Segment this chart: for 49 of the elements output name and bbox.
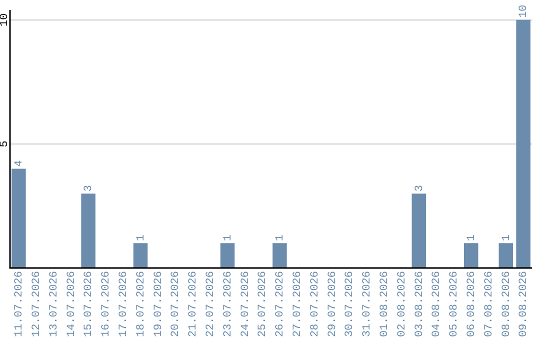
bar — [272, 243, 287, 268]
data-label: 3 — [414, 184, 426, 192]
data-label: 1 — [222, 234, 234, 242]
bar — [133, 243, 148, 268]
x-tick-label: 08.08.2026 — [500, 270, 513, 338]
x-tick-label: 16.07.2026 — [100, 270, 113, 338]
data-label: 10 — [518, 4, 530, 18]
x-tick-label: 12.07.2026 — [31, 270, 44, 338]
x-tick-label: 07.08.2026 — [483, 270, 496, 338]
data-label: 3 — [83, 184, 96, 192]
bar — [412, 194, 426, 268]
x-tick-label: 26.07.2026 — [274, 270, 287, 338]
x-tick-label: 27.07.2026 — [292, 270, 304, 338]
data-label: 1 — [274, 234, 287, 242]
bar — [220, 243, 235, 268]
x-tick-label: 02.08.2026 — [396, 270, 408, 338]
y-tick-label: 5 — [0, 140, 11, 148]
x-tick-label: 29.07.2026 — [326, 270, 339, 338]
x-tick-label: 11.07.2026 — [14, 270, 26, 338]
x-tick-label: 28.07.2026 — [309, 270, 322, 338]
x-tick-label: 22.07.2026 — [205, 270, 218, 338]
x-tick-label: 03.08.2026 — [414, 270, 426, 338]
x-tick-label: 17.07.2026 — [118, 270, 130, 338]
data-label: 1 — [500, 234, 513, 242]
x-tick-label: 04.08.2026 — [431, 270, 444, 338]
x-tick-label: 14.07.2026 — [66, 270, 78, 338]
data-label: 1 — [466, 234, 478, 242]
x-tick-label: 05.08.2026 — [448, 270, 461, 338]
data-label: 4 — [14, 160, 26, 167]
x-tick-label: 25.07.2026 — [257, 270, 270, 338]
x-tick-label: 09.08.2026 — [518, 270, 530, 338]
x-tick-label: 21.07.2026 — [188, 270, 200, 338]
x-tick-label: 31.07.2026 — [362, 270, 374, 338]
x-tick-label: 13.07.2026 — [48, 270, 60, 338]
bar — [464, 243, 478, 268]
x-tick-label: 20.07.2026 — [170, 270, 182, 338]
x-tick-label: 06.08.2026 — [466, 270, 478, 338]
x-tick-label: 24.07.2026 — [240, 270, 252, 338]
bar — [12, 168, 26, 268]
x-tick-label: 23.07.2026 — [222, 270, 234, 338]
bar — [516, 20, 530, 268]
x-tick-label: 18.07.2026 — [135, 270, 148, 338]
bar — [498, 243, 514, 268]
data-label: 1 — [135, 234, 148, 242]
x-tick-label: 19.07.2026 — [152, 270, 165, 338]
x-tick-label: 01.08.2026 — [379, 270, 392, 338]
x-tick-label: 30.07.2026 — [344, 270, 356, 338]
x-tick-label: 15.07.2026 — [83, 270, 96, 338]
bar — [81, 194, 96, 268]
